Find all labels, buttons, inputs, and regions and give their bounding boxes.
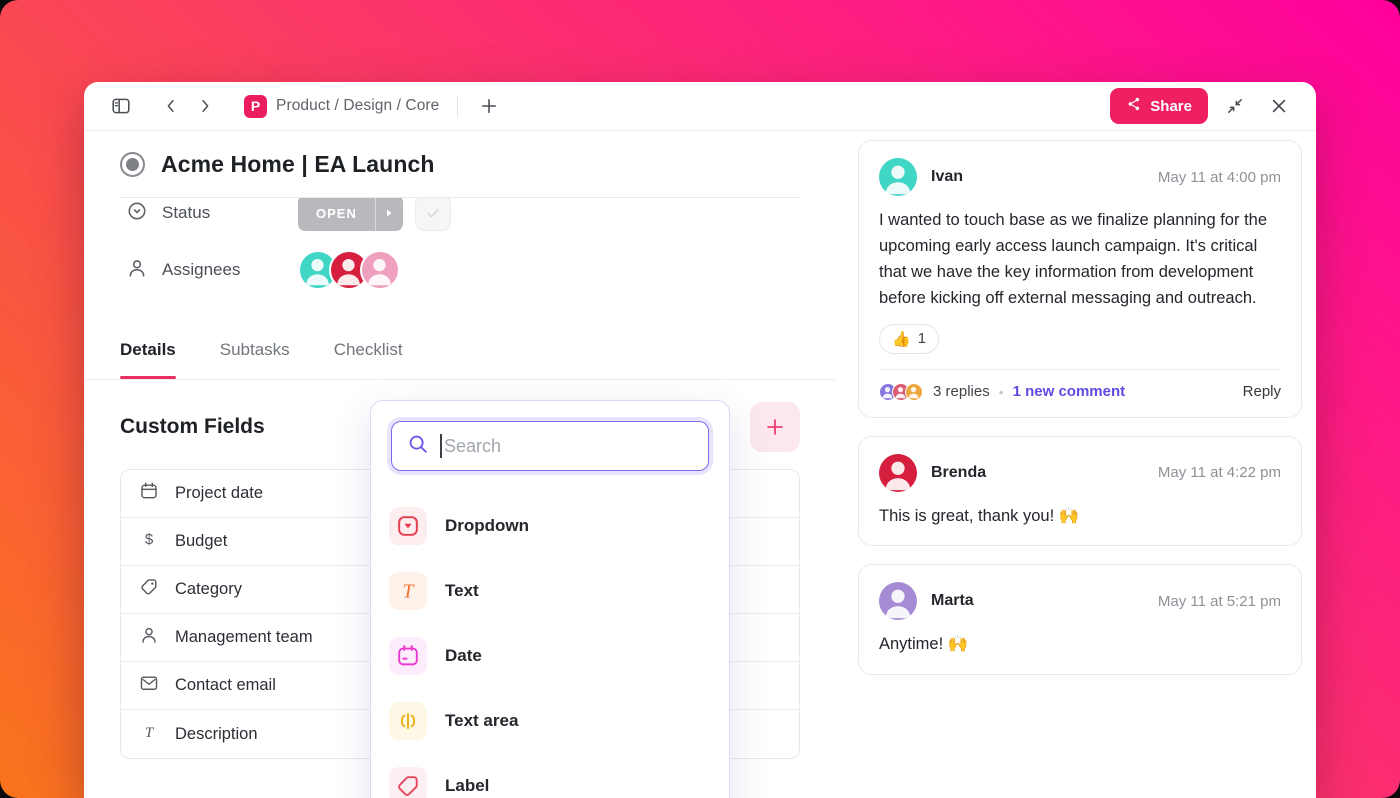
replies-count[interactable]: 3 replies bbox=[933, 383, 990, 401]
comment-timestamp: May 11 at 5:21 pm bbox=[1157, 592, 1281, 610]
comment-author[interactable]: Marta bbox=[931, 592, 974, 610]
collapse-icon[interactable] bbox=[1218, 89, 1252, 123]
status-next-icon[interactable] bbox=[374, 198, 403, 231]
tab-checklist[interactable]: Checklist bbox=[333, 340, 403, 359]
task-status-dot-icon[interactable] bbox=[120, 151, 145, 177]
comments-panel: Ivan May 11 at 4:00 pm I wanted to touch… bbox=[836, 131, 1316, 798]
task-window: P Product / Design / Core Share bbox=[84, 82, 1316, 798]
status-row-clipped: Status OPEN bbox=[120, 198, 800, 240]
label-icon bbox=[389, 766, 427, 798]
field-type-popup: Dropdown Text Date Text area Label bbox=[370, 400, 730, 798]
task-title[interactable]: Acme Home | EA Launch bbox=[161, 150, 435, 177]
comment-body: This is great, thank you! 🙌 bbox=[879, 506, 1080, 525]
reaction-pill[interactable]: 👍 1 bbox=[879, 323, 940, 354]
italic-t-icon bbox=[139, 722, 159, 747]
menu-item-text[interactable]: Text bbox=[389, 558, 711, 623]
reply-avatars bbox=[879, 382, 923, 401]
dot-separator: • bbox=[998, 383, 1004, 400]
share-button[interactable]: Share bbox=[1110, 88, 1208, 124]
date-icon bbox=[389, 636, 427, 675]
title-divider bbox=[120, 197, 800, 198]
textarea-icon bbox=[389, 701, 427, 740]
sidebar-toggle-icon[interactable] bbox=[104, 89, 138, 123]
tab-details[interactable]: Details bbox=[120, 331, 176, 379]
tag-icon bbox=[139, 577, 159, 602]
tab-subtasks[interactable]: Subtasks bbox=[219, 340, 290, 359]
comment-card: Brenda May 11 at 4:22 pm This is great, … bbox=[858, 435, 1302, 547]
mark-complete-button[interactable] bbox=[414, 198, 451, 231]
close-icon[interactable] bbox=[1262, 89, 1296, 123]
menu-item-textarea[interactable]: Text area bbox=[389, 688, 711, 753]
comment-author[interactable]: Brenda bbox=[931, 463, 987, 481]
avatar[interactable] bbox=[360, 250, 400, 290]
add-custom-field-button[interactable] bbox=[750, 402, 800, 452]
custom-fields-heading: Custom Fields bbox=[120, 415, 265, 438]
menu-item-dropdown[interactable]: Dropdown bbox=[389, 493, 711, 558]
breadcrumb[interactable]: Product / Design / Core bbox=[276, 97, 440, 114]
status-field-label: Status bbox=[162, 203, 211, 222]
assignees-row: Assignees bbox=[120, 244, 800, 296]
new-comment-link[interactable]: 1 new comment bbox=[1012, 383, 1126, 401]
window-header: P Product / Design / Core Share bbox=[84, 82, 1316, 131]
add-tab-icon[interactable] bbox=[472, 89, 506, 123]
share-icon bbox=[1126, 96, 1142, 116]
search-icon bbox=[407, 433, 429, 460]
nav-history bbox=[154, 89, 222, 123]
person-icon bbox=[139, 625, 159, 650]
reaction-count: 1 bbox=[917, 330, 927, 348]
comment-body: I wanted to touch base as we finalize pl… bbox=[879, 211, 1267, 307]
detail-tabs: Details Subtasks Checklist bbox=[84, 331, 836, 380]
comment-timestamp: May 11 at 4:00 pm bbox=[1157, 168, 1281, 186]
custom-field-row[interactable]: Description bbox=[121, 710, 799, 758]
status-icon bbox=[126, 200, 148, 227]
avatar[interactable] bbox=[879, 158, 917, 196]
share-label: Share bbox=[1150, 97, 1192, 115]
forward-icon[interactable] bbox=[188, 89, 222, 123]
assignees-field-label: Assignees bbox=[162, 260, 241, 279]
field-type-list: Dropdown Text Date Text area Label bbox=[371, 479, 729, 798]
reply-button[interactable]: Reply bbox=[1242, 383, 1281, 401]
comment-body: Anytime! 🙌 bbox=[879, 635, 969, 654]
comment-card: Ivan May 11 at 4:00 pm I wanted to touch… bbox=[858, 140, 1302, 418]
comment-card: Marta May 11 at 5:21 pm Anytime! 🙌 bbox=[858, 564, 1302, 676]
dropdown-icon bbox=[389, 506, 427, 545]
assignees-icon bbox=[126, 257, 148, 284]
avatar bbox=[905, 382, 923, 401]
popup-search-box[interactable] bbox=[391, 421, 709, 471]
text-cursor bbox=[440, 434, 442, 458]
dollar-icon bbox=[139, 529, 159, 554]
calendar-icon bbox=[139, 481, 159, 506]
status-value: OPEN bbox=[316, 205, 357, 221]
product-badge: P bbox=[244, 94, 267, 118]
menu-item-label[interactable]: Label bbox=[389, 753, 711, 798]
header-divider bbox=[457, 95, 459, 117]
thumbs-up-emoji: 👍 bbox=[892, 330, 911, 348]
envelope-icon bbox=[139, 673, 159, 698]
search-input[interactable] bbox=[444, 435, 708, 457]
comment-author[interactable]: Ivan bbox=[931, 168, 964, 185]
text-icon bbox=[389, 571, 427, 610]
avatar[interactable] bbox=[879, 582, 917, 621]
thread-footer: 3 replies • 1 new comment Reply bbox=[879, 368, 1281, 401]
comment-timestamp: May 11 at 4:22 pm bbox=[1157, 464, 1281, 482]
assignee-avatars[interactable] bbox=[298, 250, 400, 290]
menu-item-date[interactable]: Date bbox=[389, 623, 711, 688]
avatar[interactable] bbox=[879, 453, 917, 492]
status-button[interactable]: OPEN bbox=[298, 198, 403, 231]
back-icon[interactable] bbox=[154, 89, 188, 123]
